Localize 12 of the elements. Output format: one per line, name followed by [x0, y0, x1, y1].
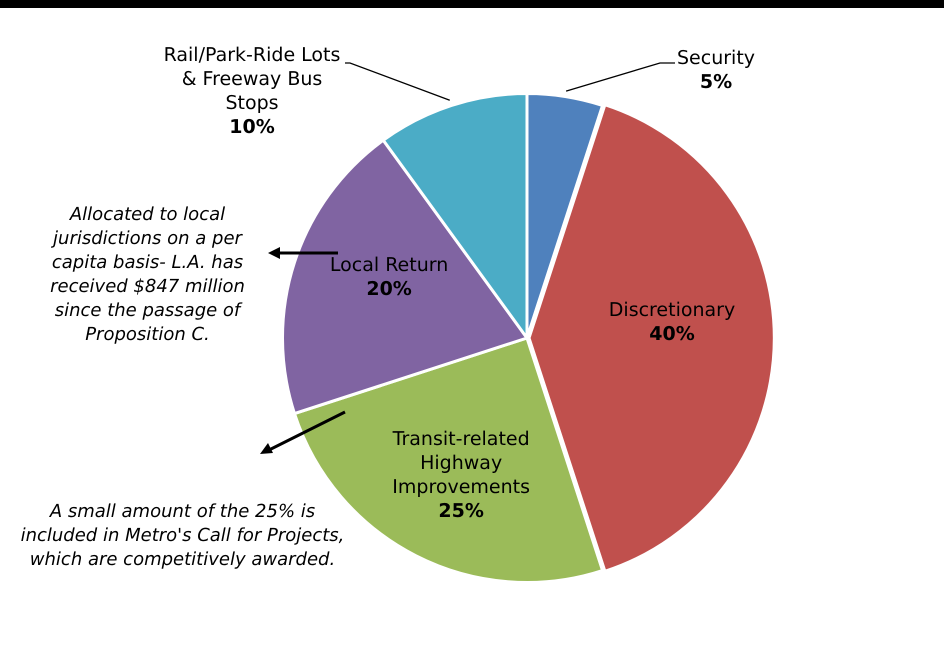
- slice-label: Local Return: [328, 253, 450, 278]
- text: Allocated to local jurisdictions on a per capita basis- L.A. has received $847 million since the passage of Proposition C.: [49, 203, 246, 347]
- data-label: 20%: [365, 277, 413, 302]
- data-label: 25%: [437, 499, 485, 524]
- slice-label: Rail/Park-Ride Lots & Freeway Bus Stops: [162, 43, 342, 115]
- data-label: 10%: [228, 115, 276, 139]
- slice-label: Security: [677, 46, 756, 70]
- data-label: 5%: [698, 70, 734, 94]
- text: A small amount of the 25% is included in Metro's Call for Projects, which are competitively awarded.: [20, 500, 346, 572]
- slice-label: Discretionary: [608, 298, 736, 322]
- data-label: 40%: [648, 322, 696, 346]
- slice-label: Transit-related Highway Improvements: [391, 427, 532, 500]
